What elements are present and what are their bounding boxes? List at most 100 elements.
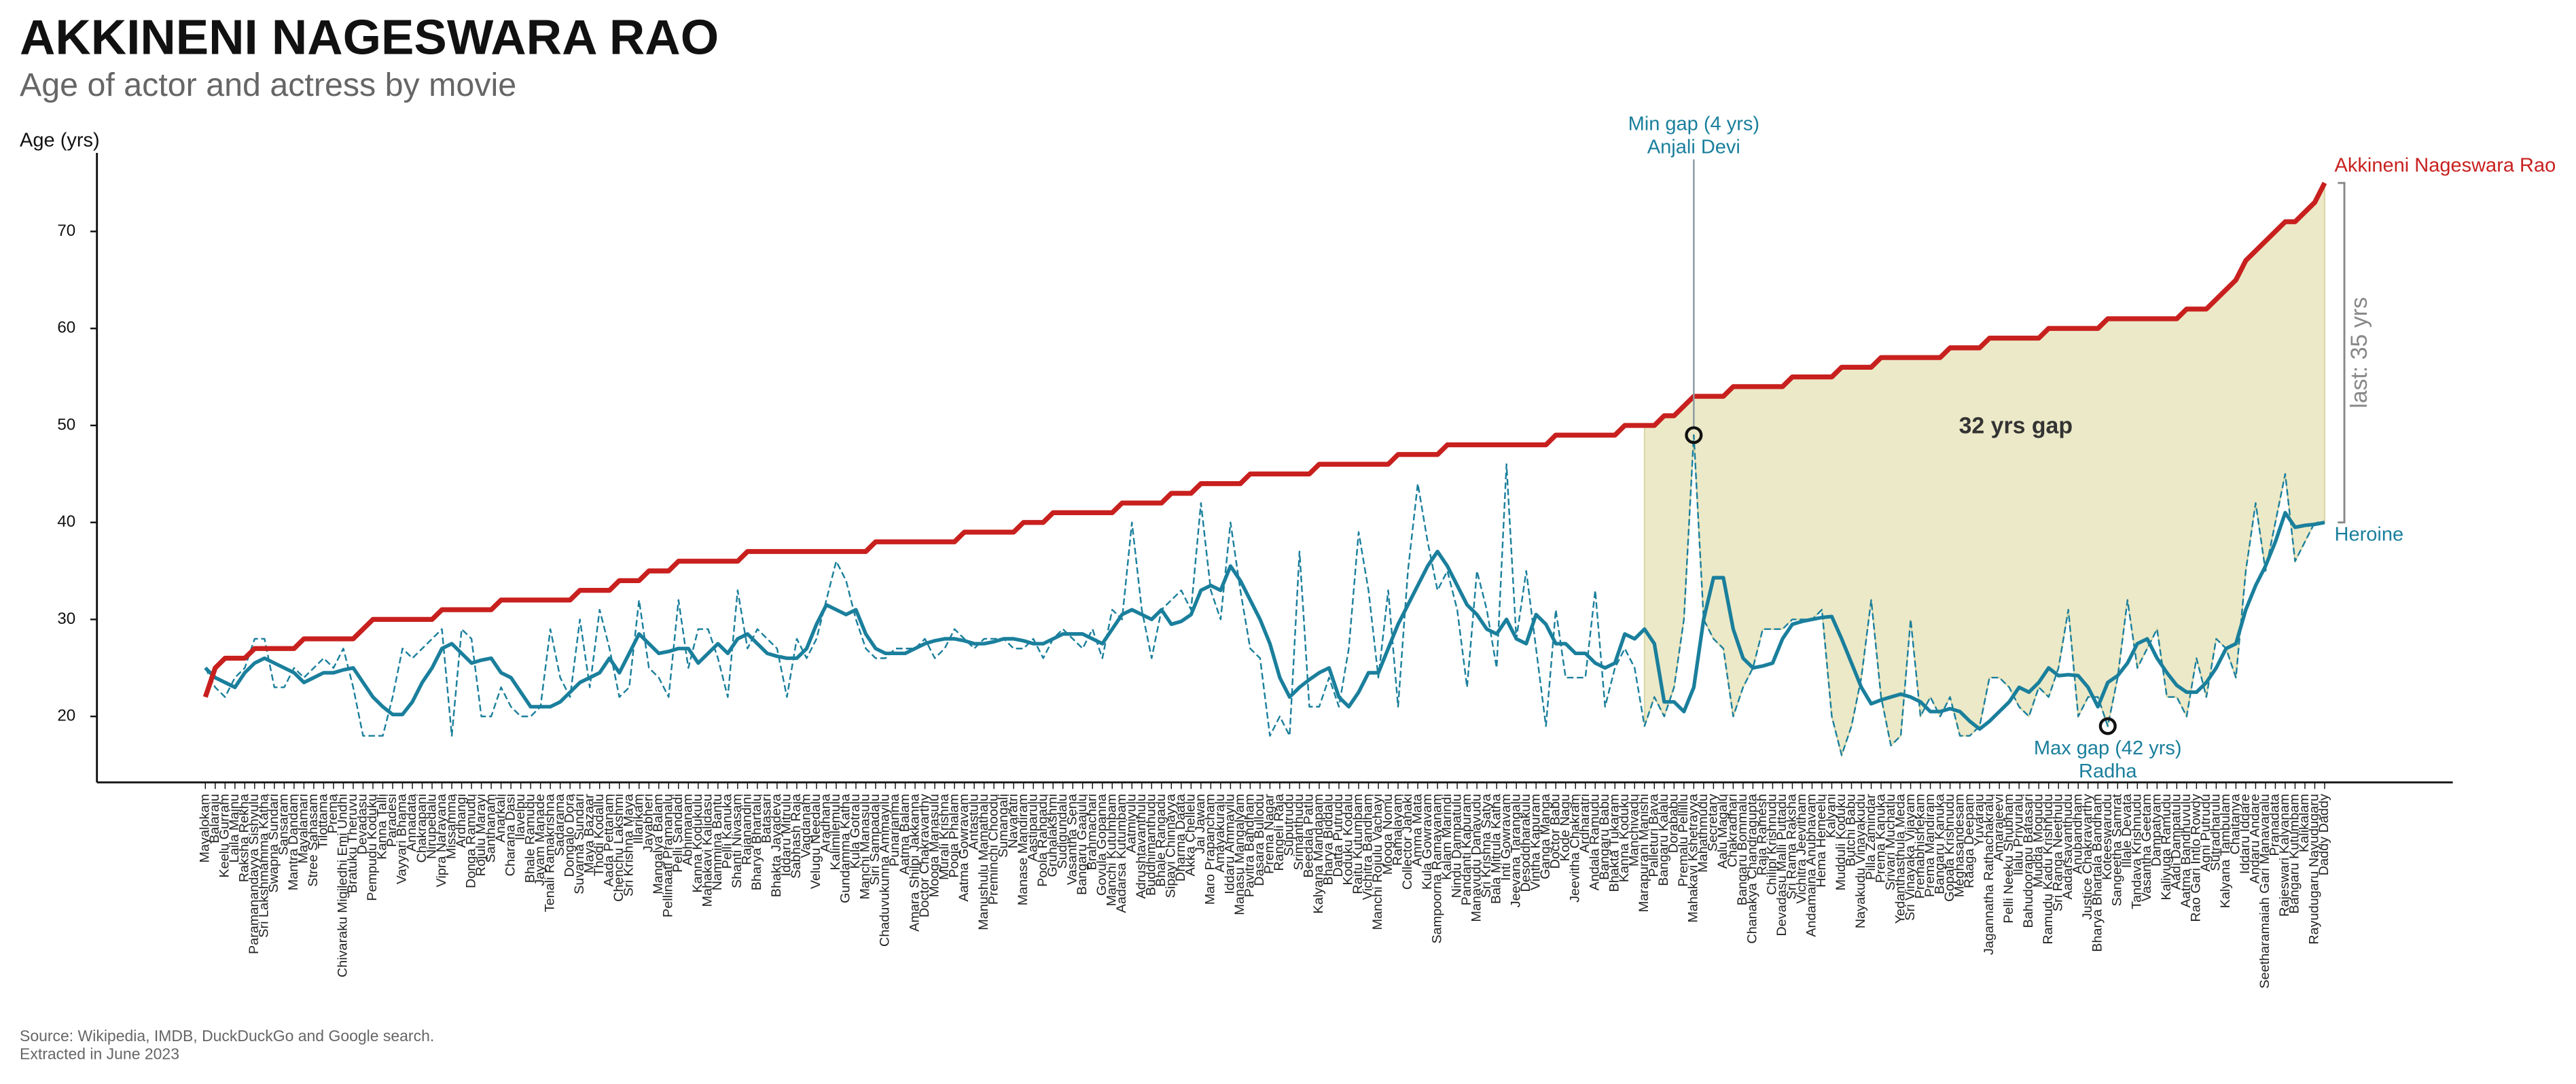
x-tick-label: Inti Gowravam — [1499, 794, 1514, 881]
x-tick-label: Pandanti Kapuram — [1459, 794, 1474, 905]
x-tick-label: Sutradharulu — [2208, 794, 2223, 871]
x-tick-label: Dampatyam — [2149, 794, 2164, 867]
x-tick-label: Kalyana Mandapam — [1311, 794, 1326, 913]
x-tick-label: Manase Mandiram — [1016, 794, 1031, 905]
annotation-marker — [1685, 426, 1703, 444]
x-tick-label: Pellinaati Pramanalu — [661, 794, 676, 917]
annotation-text: Min gap (4 yrs) — [1628, 113, 1760, 135]
chart-subtitle: Age of actor and actress by movie — [20, 67, 516, 103]
x-tick-label: Amara Shilpi Jakkanna — [907, 793, 922, 932]
x-tick-label: Antastulu — [966, 794, 981, 850]
x-tick-label: Kula Gowravam — [1420, 794, 1435, 890]
x-tick-label: Sudigundalu — [1055, 794, 1070, 869]
x-tick-label: Iddaru Iddare — [2238, 794, 2253, 874]
x-tick-label: Gundamma Katha — [838, 793, 853, 903]
x-tick-label: Prema Mandiram — [1922, 794, 1937, 897]
x-tick-label: Yuvaraju — [1971, 794, 1986, 846]
x-tick-label: Aadarsa Kutumbam — [1114, 794, 1129, 913]
x-tick-label: Mooga Manasulu — [927, 794, 942, 897]
x-tick-label: Andala Ramudu — [1587, 794, 1602, 890]
x-tick-label: Aatmiyulu — [1124, 794, 1139, 853]
x-tick-label: Pooja Phalam — [946, 794, 961, 877]
x-tick-label: Thodi Kodallu — [592, 794, 607, 876]
x-tick-label: Dasara Bullodu — [1252, 794, 1267, 886]
x-tick-label: Nammina Bantu — [710, 794, 725, 890]
x-tick-label: Kula Gotralu — [848, 794, 863, 869]
x-tick-label: Pempudu Koduku — [365, 794, 380, 901]
x-tick-label: Mayalamari — [296, 794, 311, 863]
x-tick-label: Abhimanam — [681, 794, 696, 866]
x-tick-label: Ilavelpu — [513, 794, 528, 840]
x-tick-label: Tenali Ramakrishna — [542, 793, 557, 912]
x-tick-label: Raksha Rekha — [237, 793, 252, 882]
x-tick-label: Mooga Nomu — [1380, 794, 1395, 875]
x-tick-label: Donga Ramudu — [463, 794, 478, 888]
x-tick-label: Aastiparulu — [1025, 794, 1040, 861]
x-tick-label: Premalu Pellillu — [1676, 794, 1691, 887]
x-tick-label: Prema Nagar — [1262, 794, 1277, 874]
x-tick-label: Kode Nagu — [1558, 794, 1573, 861]
x-tick-label: Paradesi — [384, 794, 399, 847]
x-tick-label: Illarikam — [631, 794, 646, 844]
x-tick-label: Aradhana — [819, 793, 834, 852]
source-note: Source: Wikipedia, IMDB, DuckDuckGo and … — [20, 1027, 434, 1045]
x-tick-label: Jagannatha Rathachakralu — [1982, 794, 1997, 955]
x-tick-label: Sadarama — [552, 793, 567, 856]
x-tick-label: Mantra Dandam — [286, 794, 301, 890]
x-tick-label: Sabhash Raja — [789, 793, 804, 879]
x-tick-label: Punarjanma — [887, 793, 902, 867]
source-note: Extracted in June 2023 — [20, 1045, 179, 1063]
x-tick-label: Swapna Sundari — [266, 794, 281, 893]
x-tick-label: Mayalokam — [198, 794, 213, 862]
annotation-subtext: Radha — [2079, 760, 2137, 782]
x-tick-label: Missamma — [444, 793, 459, 859]
x-tick-label: Daddy Daddy — [2316, 794, 2331, 875]
x-tick-label: Doctor Chakravarthy — [917, 794, 932, 917]
x-tick-label: Ardhangi — [454, 794, 469, 847]
y-tick-label: 40 — [57, 512, 75, 531]
x-tick-label: Seetharamaiah Gari Manavaralu — [2257, 794, 2272, 989]
x-tick-label: Vasantha Geetam — [2139, 794, 2154, 901]
annotation-subtext: Anjali Devi — [1647, 136, 1740, 158]
x-tick-label: Jai Jawan — [1193, 794, 1208, 854]
x-tick-label: Pelli Neeku Shubham — [2001, 794, 2016, 924]
x-tick-label: Pelli Kanuka — [720, 793, 735, 869]
x-tick-label: Bala Mitrula Katha — [1488, 793, 1503, 904]
x-tick-label: Manchi Manasulu — [858, 794, 873, 899]
y-tick-label: 30 — [57, 610, 75, 628]
x-tick-label: Gopala Krishnudu — [1942, 794, 1957, 902]
x-tick-label: Chakradhari — [1725, 794, 1740, 867]
x-tick-label: Chakrapani — [414, 794, 429, 862]
x-tick-label: Doctor Babu — [1548, 794, 1562, 869]
x-tick-label: Murali Krishna — [937, 793, 952, 880]
x-tick-label: Suvarna Sundari — [572, 794, 587, 894]
x-tick-label: Devadasu Malli Puttadu — [1774, 794, 1789, 936]
x-tick-label: Rajanandini — [740, 794, 755, 865]
x-tick-label: Jeevitha Chakram — [1567, 794, 1582, 903]
x-tick-label: Rangeli Raja — [1272, 793, 1287, 871]
x-tick-label: Hema Hemeelu — [1814, 794, 1829, 888]
x-tick-label: Maro Prapancham — [1203, 794, 1218, 905]
x-tick-label: Brahmachari — [1084, 794, 1099, 870]
x-tick-label: Sri Lakshmamma Katha — [257, 793, 272, 938]
x-tick-label: Kalyana Tambulam — [2218, 794, 2233, 908]
x-tick-label: Ardharatri — [1577, 794, 1592, 853]
x-tick-label: Navaratri — [1005, 794, 1020, 848]
x-tick-label: Desoddharakulu — [1518, 794, 1533, 892]
x-tick-label: Vintha Kapuram — [1528, 794, 1543, 890]
x-tick-label: Adrushtavanthulu — [1134, 794, 1149, 898]
x-tick-label: Sangeetha Samrat — [2110, 794, 2125, 907]
x-tick-label: Pranadata — [2268, 793, 2283, 856]
x-tick-label: Manushulu Mamathalu — [976, 794, 991, 930]
x-tick-label: Pavitra Bandham — [1242, 794, 1257, 897]
x-tick-label: Bahudoorapu Batasari — [2021, 794, 2036, 928]
x-tick-label: Bhakta Jayadeva — [769, 793, 784, 897]
last-gap-bracket — [2338, 181, 2346, 524]
x-tick-label: Dharma Daata — [1173, 793, 1188, 881]
x-tick-label: Jayam Manade — [533, 794, 548, 886]
x-tick-label: Beedala Patlu — [1302, 794, 1317, 877]
x-tick-label: Dongalo Dora — [562, 793, 577, 877]
x-tick-label: Ramudu Kadu Krishnudu — [2041, 794, 2056, 945]
x-tick-label: Chilipi Krishnudu — [1765, 794, 1780, 895]
